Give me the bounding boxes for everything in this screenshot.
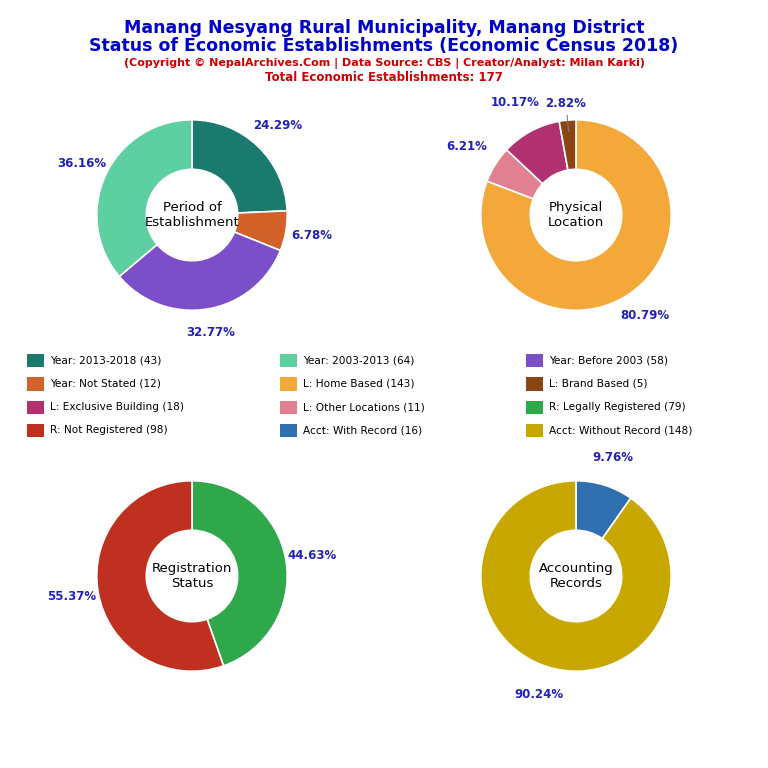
Wedge shape (481, 481, 671, 671)
Wedge shape (192, 481, 287, 666)
Text: 24.29%: 24.29% (253, 119, 302, 132)
Text: (Copyright © NepalArchives.Com | Data Source: CBS | Creator/Analyst: Milan Karki: (Copyright © NepalArchives.Com | Data So… (124, 58, 644, 69)
Wedge shape (97, 120, 192, 276)
Text: Period of
Establishment: Period of Establishment (144, 201, 240, 229)
Wedge shape (481, 120, 671, 310)
Text: Accounting
Records: Accounting Records (538, 562, 614, 590)
Text: 6.78%: 6.78% (292, 229, 333, 242)
Wedge shape (234, 210, 287, 250)
Text: 10.17%: 10.17% (490, 95, 539, 108)
Text: 55.37%: 55.37% (48, 590, 97, 603)
Wedge shape (559, 120, 576, 170)
Text: L: Home Based (143): L: Home Based (143) (303, 379, 415, 389)
Text: Status of Economic Establishments (Economic Census 2018): Status of Economic Establishments (Econo… (89, 37, 679, 55)
Text: Acct: With Record (16): Acct: With Record (16) (303, 425, 422, 435)
Text: Year: 2003-2013 (64): Year: 2003-2013 (64) (303, 356, 415, 366)
Text: Registration
Status: Registration Status (152, 562, 232, 590)
Text: Acct: Without Record (148): Acct: Without Record (148) (549, 425, 693, 435)
Wedge shape (487, 150, 543, 199)
Text: 2.82%: 2.82% (545, 97, 587, 131)
Text: L: Exclusive Building (18): L: Exclusive Building (18) (50, 402, 184, 412)
Wedge shape (507, 121, 568, 184)
Wedge shape (192, 120, 287, 213)
Text: 6.21%: 6.21% (446, 141, 488, 154)
Text: 9.76%: 9.76% (593, 452, 634, 465)
Text: Year: Before 2003 (58): Year: Before 2003 (58) (549, 356, 668, 366)
Text: 44.63%: 44.63% (287, 549, 337, 562)
Wedge shape (97, 481, 223, 671)
Text: R: Not Registered (98): R: Not Registered (98) (50, 425, 167, 435)
Text: Year: 2013-2018 (43): Year: 2013-2018 (43) (50, 356, 161, 366)
Text: Manang Nesyang Rural Municipality, Manang District: Manang Nesyang Rural Municipality, Manan… (124, 19, 644, 37)
Text: 80.79%: 80.79% (621, 309, 670, 322)
Text: L: Other Locations (11): L: Other Locations (11) (303, 402, 425, 412)
Wedge shape (119, 232, 280, 310)
Text: 32.77%: 32.77% (187, 326, 235, 339)
Text: 36.16%: 36.16% (57, 157, 106, 170)
Text: 90.24%: 90.24% (514, 687, 563, 700)
Wedge shape (576, 481, 631, 538)
Text: R: Legally Registered (79): R: Legally Registered (79) (549, 402, 686, 412)
Text: Physical
Location: Physical Location (548, 201, 604, 229)
Text: Year: Not Stated (12): Year: Not Stated (12) (50, 379, 161, 389)
Text: L: Brand Based (5): L: Brand Based (5) (549, 379, 647, 389)
Text: Total Economic Establishments: 177: Total Economic Establishments: 177 (265, 71, 503, 84)
